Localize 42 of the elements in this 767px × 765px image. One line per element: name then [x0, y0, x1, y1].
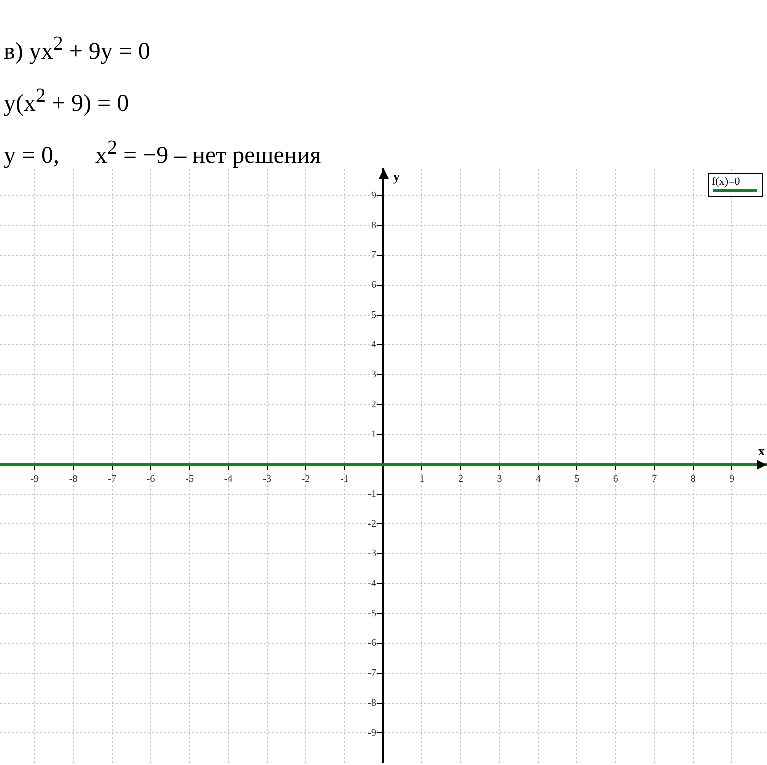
y-tick-label: 8: [372, 220, 376, 232]
x-tick-label: -9: [30, 474, 40, 486]
x-tick-label: 8: [690, 474, 696, 486]
x-tick-label: 1: [420, 474, 425, 486]
y-tick-label: 4: [372, 340, 376, 351]
y-tick-label: -6: [368, 638, 376, 650]
x-tick-label: 6: [613, 474, 618, 486]
y-tick-label: -4: [368, 578, 376, 590]
y-tick-label: -8: [368, 698, 376, 709]
x-tick-label: 2: [458, 474, 464, 486]
text: в) yx$^{2}$ + 9y = 0: [4, 32, 152, 67]
y-tick-label: -3: [368, 548, 376, 560]
text: y(x$^{2}$ + 9) = 0: [4, 84, 130, 119]
x-tick-label: -7: [108, 474, 117, 486]
x-tick-label: 4: [536, 474, 541, 486]
x-tick-label: 7: [652, 474, 658, 486]
x-axis-title: x: [758, 443, 766, 458]
y-tick-label: 7: [372, 250, 376, 262]
y-tick-label: 6: [372, 280, 376, 292]
y-tick-label: -9: [368, 728, 376, 739]
y-tick-label: 1: [372, 429, 376, 440]
y-tick-label: -7: [368, 668, 376, 680]
y-tick-label: 2: [372, 399, 376, 410]
x-tick-label: 5: [574, 474, 580, 486]
x-tick-label: -6: [146, 474, 156, 486]
y-tick-label: 3: [372, 370, 376, 381]
y-tick-label: -1: [368, 488, 376, 500]
x-tick-label: 3: [497, 474, 502, 486]
text: y = 0, x$^{2}$ = −9 – нет решения: [4, 137, 322, 169]
y-tick-label: -5: [368, 608, 376, 620]
x-tick-label: -4: [224, 474, 233, 486]
y-tick-label: 5: [372, 310, 376, 321]
x-tick-label: 9: [730, 474, 735, 486]
y-tick-label: -2: [368, 518, 376, 530]
y-axis-title: y: [394, 168, 400, 184]
text: f(x)=0: [712, 176, 742, 188]
x-tick-label: -8: [69, 474, 78, 486]
x-tick-label: -3: [263, 474, 272, 486]
y-tick-label: 9: [372, 190, 376, 202]
x-tick-label: -2: [302, 474, 310, 486]
x-tick-label: -5: [186, 474, 194, 486]
x-tick-label: -1: [340, 474, 349, 486]
